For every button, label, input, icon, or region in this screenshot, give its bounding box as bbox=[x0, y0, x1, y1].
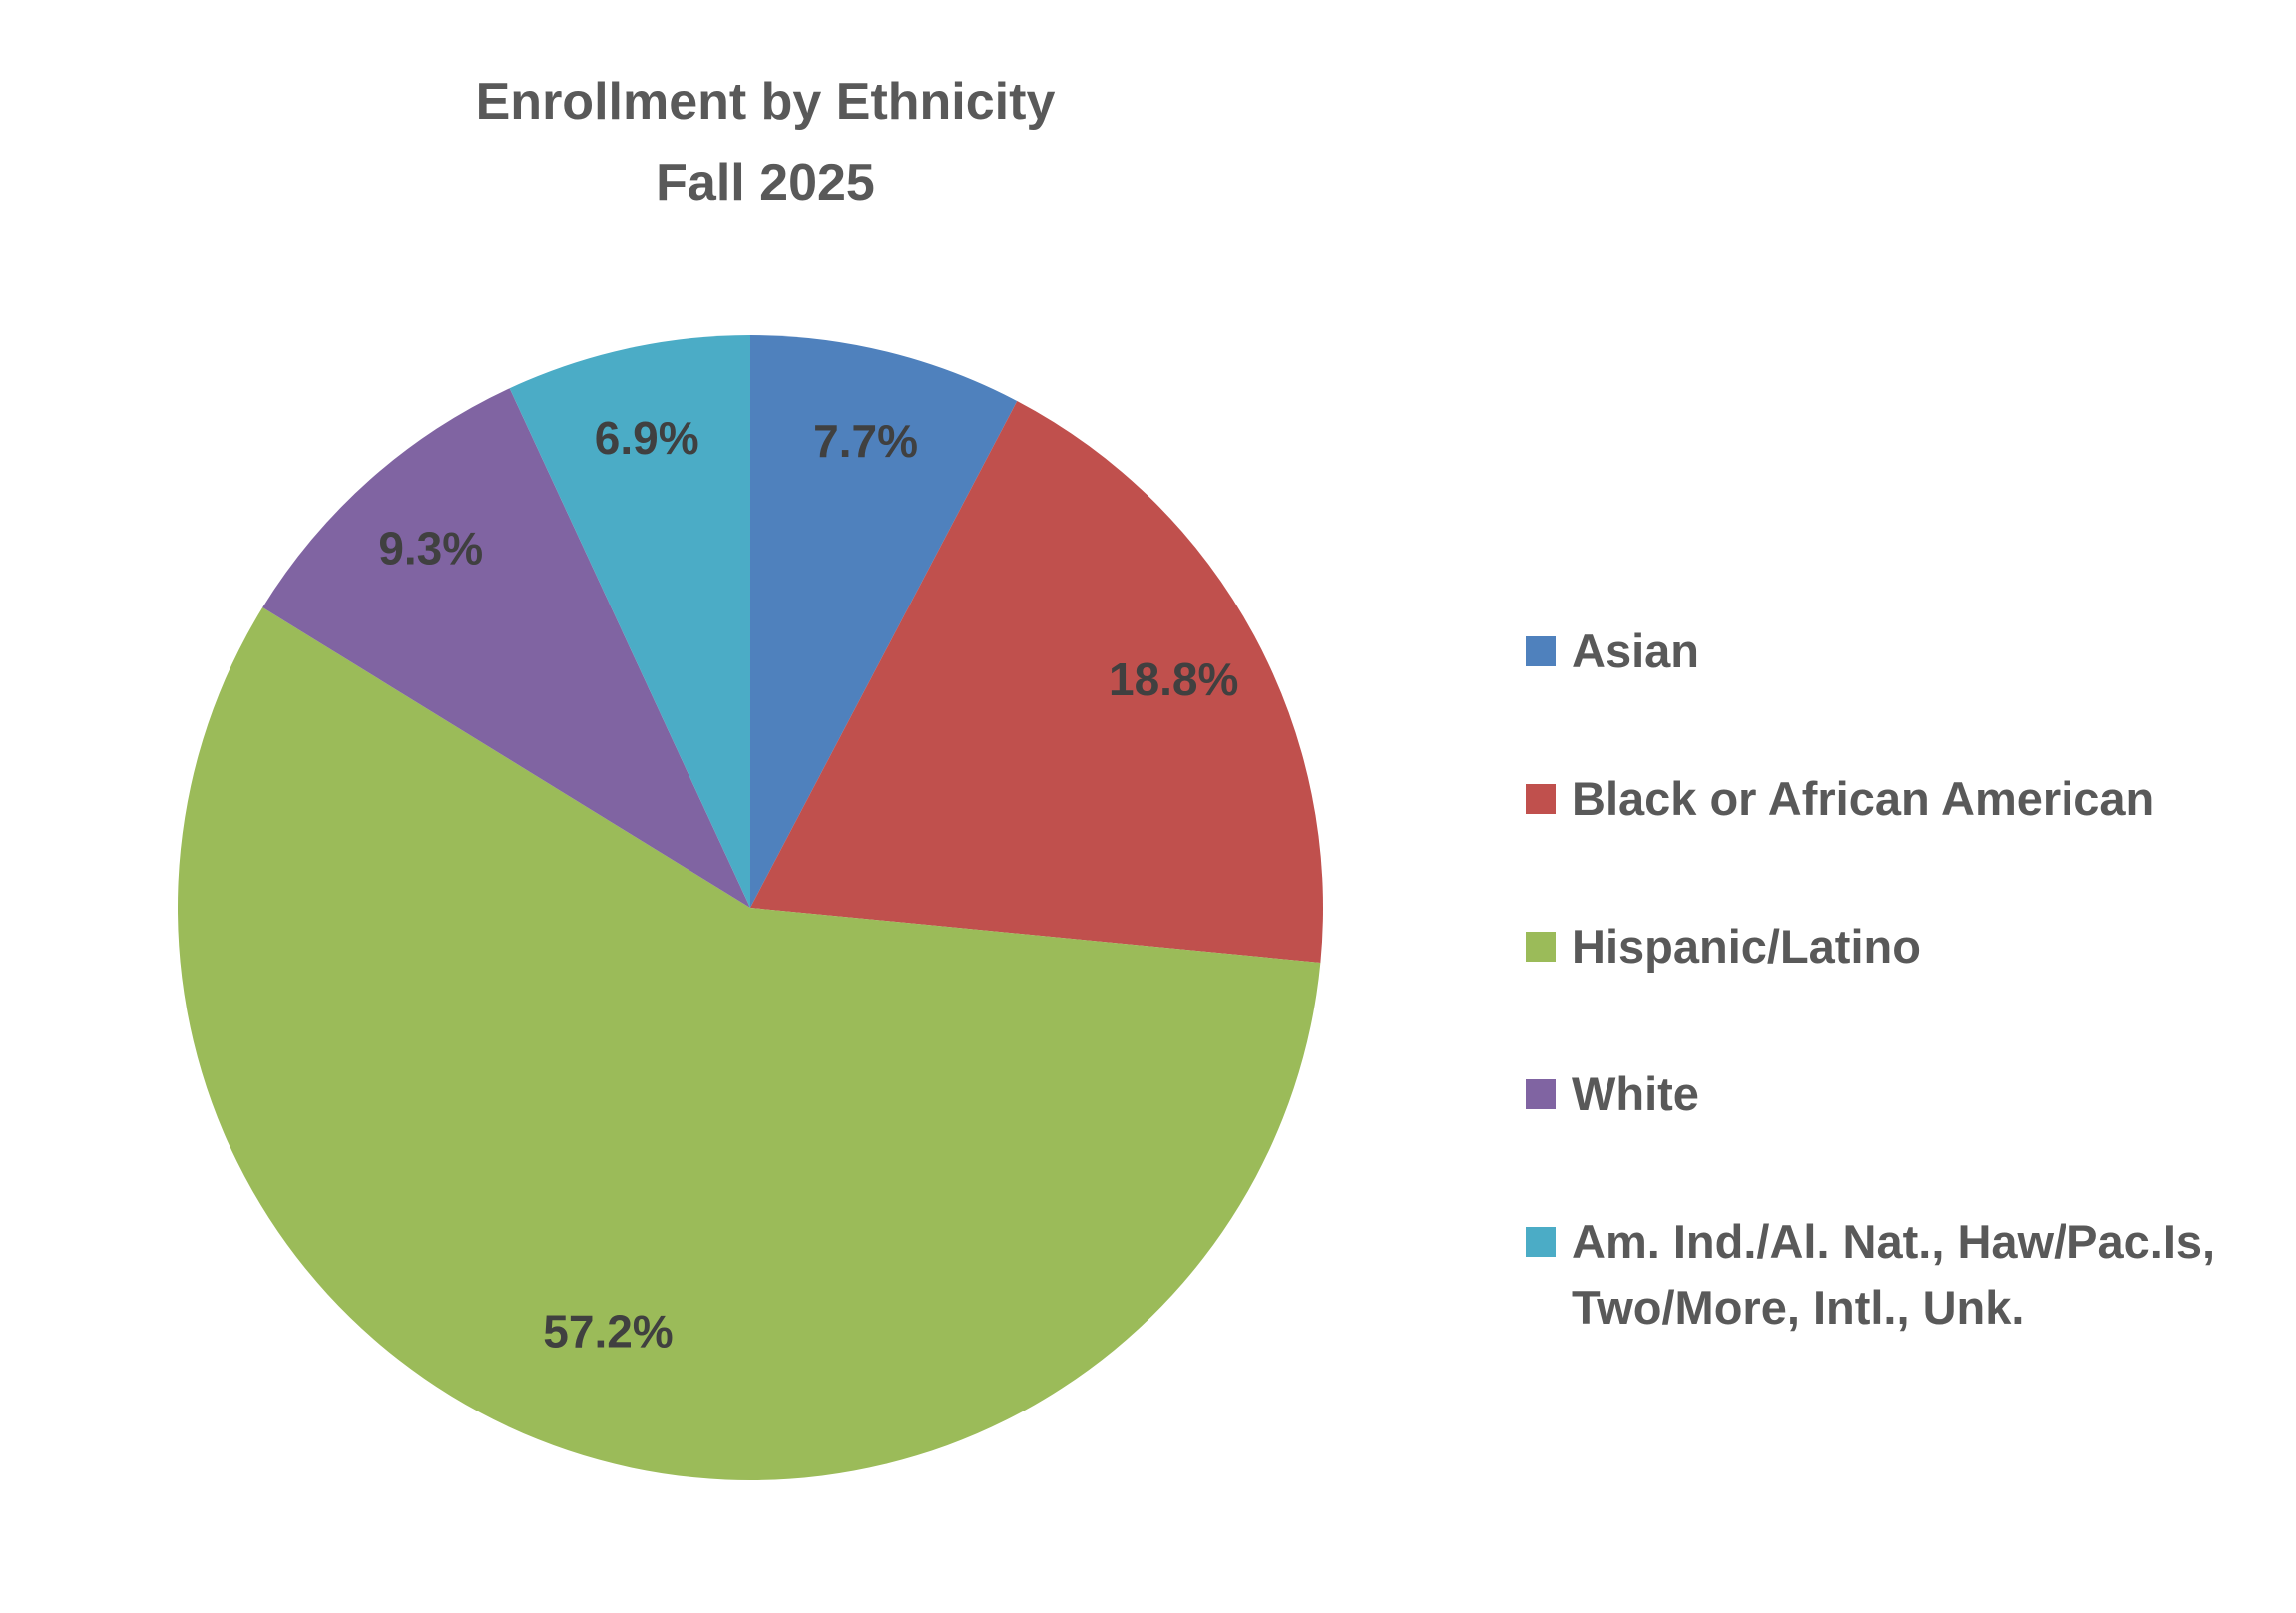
legend-swatch bbox=[1526, 1079, 1556, 1109]
legend-item: Hispanic/Latino bbox=[1526, 914, 2290, 1061]
legend-label: Black or African American bbox=[1572, 772, 2155, 825]
legend: Asian Black or African American Hispanic/L… bbox=[1526, 618, 2290, 1357]
legend-label: Asian bbox=[1572, 624, 1699, 677]
pie-slice-0 bbox=[750, 335, 1018, 908]
legend-swatch bbox=[1526, 932, 1556, 962]
legend-item: Am. Ind./Al. Nat., Haw/Pac.Is, Two/More,… bbox=[1526, 1209, 2290, 1357]
pie-slice-4 bbox=[509, 335, 750, 908]
legend-label: Hispanic/Latino bbox=[1572, 920, 1921, 973]
legend-item: Black or African American bbox=[1526, 766, 2290, 914]
legend-label: White bbox=[1572, 1067, 1699, 1120]
pie-slice-1 bbox=[750, 401, 1323, 963]
legend-swatch bbox=[1526, 636, 1556, 666]
chart-subtitle: Fall 2025 bbox=[656, 154, 875, 211]
data-label-3: 9.3% bbox=[378, 523, 483, 575]
data-label-4: 6.9% bbox=[595, 412, 699, 464]
legend-label: Am. Ind./Al. Nat., Haw/Pac.Is, Two/More,… bbox=[1572, 1215, 2216, 1334]
data-label-2: 57.2% bbox=[543, 1305, 673, 1357]
data-label-0: 7.7% bbox=[813, 415, 918, 467]
legend-swatch bbox=[1526, 784, 1556, 814]
legend-item: White bbox=[1526, 1061, 2290, 1209]
chart-title: Enrollment by Ethnicity bbox=[475, 73, 1056, 131]
data-label-1: 18.8% bbox=[1109, 653, 1238, 705]
legend-item: Asian bbox=[1526, 618, 2290, 766]
pie-slice-3 bbox=[262, 388, 750, 908]
pie-slice-2 bbox=[177, 607, 1321, 1481]
legend-swatch bbox=[1526, 1227, 1556, 1257]
